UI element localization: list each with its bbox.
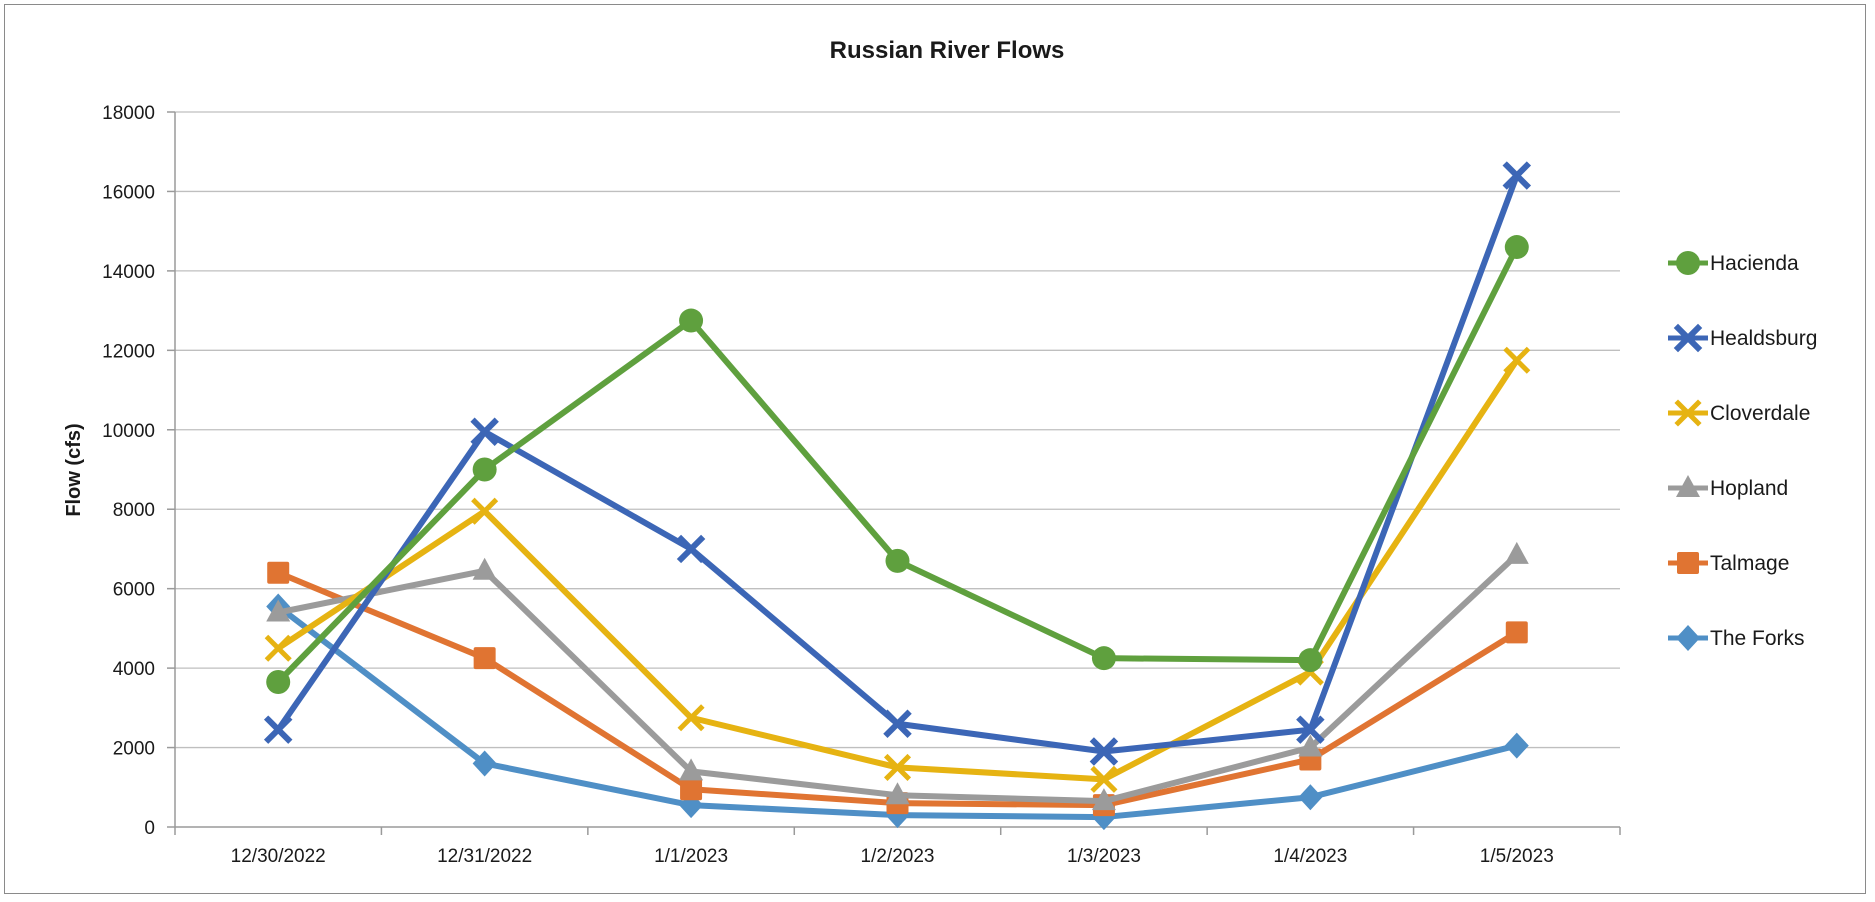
data-point-healdsburg	[1296, 715, 1325, 744]
data-point-hacienda	[1504, 235, 1529, 260]
y-tick-label: 4000	[113, 659, 155, 680]
y-tick-label: 0	[144, 818, 155, 839]
legend-marker	[1676, 475, 1700, 497]
legend-label: Cloverdale	[1710, 402, 1810, 425]
y-axis-label: Flow (cfs)	[63, 423, 85, 516]
y-tick-label: 12000	[102, 341, 155, 362]
legend-label: Healdsburg	[1710, 327, 1817, 350]
data-point-hopland	[1504, 541, 1529, 564]
x-tick-label: 12/30/2022	[231, 846, 326, 867]
legend-item-healdsburg: Healdsburg	[1668, 323, 1817, 353]
legend-marker	[1677, 552, 1699, 574]
y-tick-labels: 0 2000 4000 6000 8000 10000 12000 14000 16000 180…	[102, 103, 155, 839]
data-point-hopland	[472, 557, 497, 580]
legend-item-the-forks: The Forks	[1668, 625, 1805, 651]
data-point-healdsburg	[263, 715, 293, 744]
data-point-hopland	[679, 758, 704, 781]
data-point-hacienda	[885, 548, 910, 573]
legend-label: Talmage	[1710, 552, 1789, 575]
data-point-hopland	[885, 782, 910, 805]
x-tick-label: 1/1/2023	[654, 846, 728, 867]
series-line-healdsburg	[275, 172, 1520, 755]
legend-label: The Forks	[1710, 627, 1805, 650]
data-point-hacienda	[679, 308, 704, 333]
data-point-healdsburg	[470, 417, 499, 447]
series-hacienda	[266, 235, 1529, 695]
x-tick-label: 1/2/2023	[861, 846, 935, 867]
data-point-cloverdale	[1503, 346, 1531, 374]
data-point-hacienda	[266, 670, 291, 695]
legend-label: Hacienda	[1710, 252, 1799, 275]
legend-item-hopland: Hopland	[1668, 475, 1788, 500]
data-point-talmage	[1505, 621, 1528, 644]
x-tick-label: 1/3/2023	[1067, 846, 1141, 867]
data-point-hopland	[1298, 734, 1323, 757]
data-point-cloverdale	[677, 704, 705, 732]
chart-title: Russian River Flows	[830, 37, 1065, 64]
x-tick-label: 1/4/2023	[1273, 846, 1347, 867]
series-healdsburg	[263, 161, 1532, 766]
data-point-cloverdale	[883, 753, 912, 781]
data-point-healdsburg	[1089, 737, 1119, 766]
legend-label: Hopland	[1710, 477, 1788, 500]
data-point-cloverdale	[264, 634, 292, 662]
legend-item-cloverdale: Cloverdale	[1668, 399, 1810, 427]
data-point-talmage	[473, 647, 496, 670]
data-point-hopland	[1091, 788, 1116, 811]
data-point-cloverdale	[471, 497, 499, 525]
data-point-talmage	[680, 778, 703, 801]
data-point-the-forks	[472, 750, 497, 777]
y-tick-label: 18000	[102, 103, 155, 124]
x-tick-label: 1/5/2023	[1480, 846, 1554, 867]
data-point-hopland	[266, 599, 291, 622]
data-point-the-forks	[1298, 784, 1323, 811]
gridlines	[175, 111, 1620, 749]
chart-frame	[4, 4, 1866, 894]
y-tick-label: 2000	[113, 739, 155, 760]
data-point-the-forks	[1504, 732, 1529, 759]
data-point-healdsburg	[883, 709, 912, 738]
x-tick-labels: 12/30/2022 12/31/2022 1/1/2023 1/2/2023 1/3/…	[231, 846, 1554, 867]
series-group	[263, 161, 1532, 831]
legend-item-talmage: Talmage	[1668, 552, 1789, 575]
data-point-healdsburg	[1502, 161, 1532, 190]
data-point-cloverdale	[1090, 765, 1118, 793]
y-tick-label: 10000	[102, 421, 155, 442]
series-hopland	[266, 541, 1529, 811]
legend-marker	[1673, 323, 1703, 353]
x-tick-label: 12/31/2022	[437, 846, 532, 867]
y-tick-label: 8000	[113, 500, 155, 521]
legend-marker	[1674, 399, 1702, 427]
y-tick-label: 14000	[102, 262, 155, 283]
data-point-talmage	[267, 561, 290, 584]
legend-item-hacienda: Hacienda	[1668, 251, 1799, 275]
y-tick-label: 16000	[102, 182, 155, 203]
y-tick-label: 6000	[113, 580, 155, 601]
legend-marker	[1676, 625, 1700, 651]
data-point-hacienda	[472, 457, 497, 482]
data-point-hacienda	[1298, 648, 1323, 673]
legend: Hacienda Healdsburg Cloverdale Hopland Talma…	[1668, 251, 1817, 651]
data-point-healdsburg	[676, 534, 706, 564]
data-point-hacienda	[1091, 646, 1116, 671]
legend-marker	[1676, 251, 1700, 275]
series-the-forks	[266, 593, 1529, 831]
